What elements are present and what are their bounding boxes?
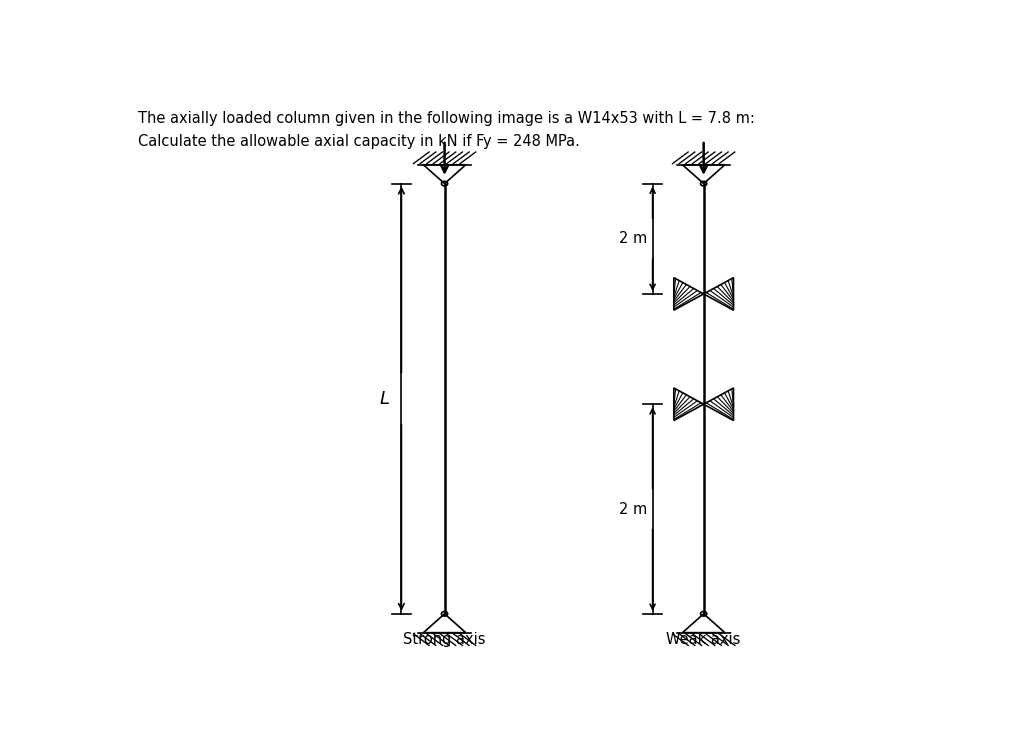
Text: 2 m: 2 m [619, 501, 647, 516]
Text: Calculate the allowable axial capacity in kN if Fy = 248 MPa.: Calculate the allowable axial capacity i… [139, 134, 580, 149]
Text: The axially loaded column given in the following image is a W14x53 with L = 7.8 : The axially loaded column given in the f… [139, 111, 756, 126]
Polygon shape [674, 278, 704, 310]
Polygon shape [674, 388, 704, 421]
Text: L: L [379, 390, 389, 408]
Text: Strong axis: Strong axis [403, 633, 486, 648]
Polygon shape [704, 278, 733, 310]
Text: Weak axis: Weak axis [667, 633, 741, 648]
Text: 2 m: 2 m [619, 231, 647, 246]
Polygon shape [704, 388, 733, 421]
